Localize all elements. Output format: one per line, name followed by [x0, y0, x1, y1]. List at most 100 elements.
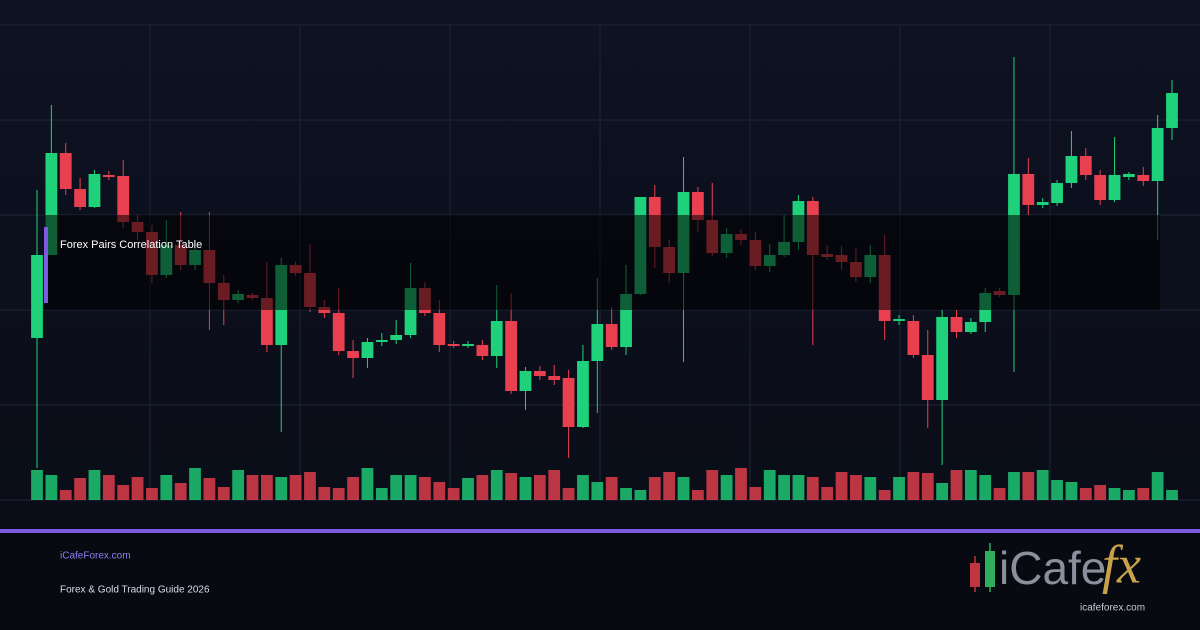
- volume-bar: [792, 475, 805, 500]
- volume-bar: [131, 477, 144, 500]
- volume-bar: [146, 488, 158, 500]
- volume-bar: [577, 475, 589, 500]
- subtitle: Forex & Gold Trading Guide 2026: [60, 585, 210, 596]
- candle-body: [921, 355, 934, 400]
- volume-bar: [404, 475, 417, 500]
- volume-bar: [893, 477, 905, 500]
- title: Forex Pairs Correlation Table: [60, 239, 202, 251]
- candle-body: [562, 378, 575, 427]
- candle-body: [907, 321, 920, 355]
- candle-body: [1036, 202, 1049, 205]
- volume-bar: [519, 477, 532, 500]
- volume-bar: [706, 470, 719, 500]
- volume-bar: [591, 482, 604, 500]
- volume-bar: [1051, 480, 1063, 500]
- volume-bar: [720, 475, 733, 500]
- volume-bar: [232, 470, 245, 500]
- volume-bar: [332, 488, 345, 500]
- volume-bar: [31, 470, 43, 500]
- volume-bar: [936, 483, 949, 500]
- volume-bar: [117, 485, 130, 500]
- volume-bar: [1094, 485, 1107, 500]
- volume-bar: [850, 475, 862, 500]
- candle-body: [577, 361, 589, 427]
- logo-accent: fx: [1102, 534, 1141, 594]
- volume-bar: [390, 475, 403, 500]
- candle-body: [1065, 156, 1078, 183]
- site-name: iCafeForex.com: [60, 551, 131, 562]
- volume-bar: [691, 490, 704, 500]
- candle-body: [1151, 128, 1164, 181]
- candle-body: [893, 319, 905, 321]
- candle-body: [332, 313, 345, 351]
- volume-bar: [189, 468, 201, 500]
- candle-body: [404, 288, 417, 335]
- volume-bar: [835, 472, 848, 500]
- candle-body: [950, 317, 963, 332]
- candle-body: [964, 322, 977, 332]
- volume-bar: [979, 475, 992, 500]
- candle-body: [1051, 183, 1063, 203]
- volume-bar: [88, 470, 101, 500]
- candle-body: [361, 342, 374, 358]
- volume-bar: [605, 477, 618, 500]
- volume-bar: [1022, 472, 1035, 500]
- candle-body: [533, 371, 546, 376]
- volume-bar: [907, 472, 920, 500]
- volume-bar: [735, 468, 747, 500]
- volume-bar: [1166, 490, 1178, 500]
- volume-bar: [74, 478, 86, 500]
- candle-body: [519, 371, 532, 391]
- volume-bar: [275, 477, 288, 500]
- volume-bar: [347, 477, 359, 500]
- candle-body: [691, 192, 704, 220]
- candle-body: [1108, 175, 1121, 200]
- volume-bar: [1079, 488, 1092, 500]
- candle-body: [1079, 156, 1092, 175]
- volume-bar: [778, 475, 790, 500]
- candle-body: [462, 344, 474, 346]
- candle-body: [490, 321, 503, 356]
- logo-text: iCafe: [999, 542, 1106, 594]
- volume-bar: [806, 477, 819, 500]
- volume-bar: [375, 488, 388, 500]
- volume-bar: [102, 475, 115, 500]
- candle-body: [936, 317, 949, 400]
- volume-bar: [1151, 472, 1164, 500]
- candle-body: [620, 294, 632, 347]
- candle-body: [433, 313, 446, 345]
- logo-icon: [970, 543, 995, 592]
- volume-bar: [921, 473, 934, 500]
- volume-bar: [878, 490, 891, 500]
- candle-body: [45, 153, 58, 255]
- volume-bar: [45, 475, 58, 500]
- volume-bar: [821, 487, 834, 500]
- candle-body: [605, 324, 618, 347]
- candle-body: [347, 351, 359, 358]
- volume-bar: [490, 470, 503, 500]
- candle-body: [476, 345, 489, 356]
- volume-bar: [562, 488, 575, 500]
- volume-bar: [864, 477, 877, 500]
- volume-bar: [433, 482, 446, 500]
- candle-body: [1137, 175, 1150, 181]
- candle-body: [390, 335, 403, 340]
- volume-bar: [993, 488, 1006, 500]
- candle-body: [88, 174, 101, 207]
- volume-bar: [476, 475, 489, 500]
- candle-body: [117, 176, 130, 222]
- volume-bar: [160, 475, 173, 500]
- volume-bar: [260, 475, 273, 500]
- volume-bar: [1108, 488, 1121, 500]
- candle-body: [1022, 174, 1035, 205]
- volume-bar: [174, 483, 187, 500]
- volume-bar: [1123, 490, 1135, 500]
- volume-bar: [217, 487, 230, 500]
- candle-body: [260, 298, 273, 345]
- candle-body: [59, 153, 72, 189]
- volume-bar: [1036, 470, 1049, 500]
- candle-body: [375, 340, 388, 342]
- volume-bar: [447, 488, 460, 500]
